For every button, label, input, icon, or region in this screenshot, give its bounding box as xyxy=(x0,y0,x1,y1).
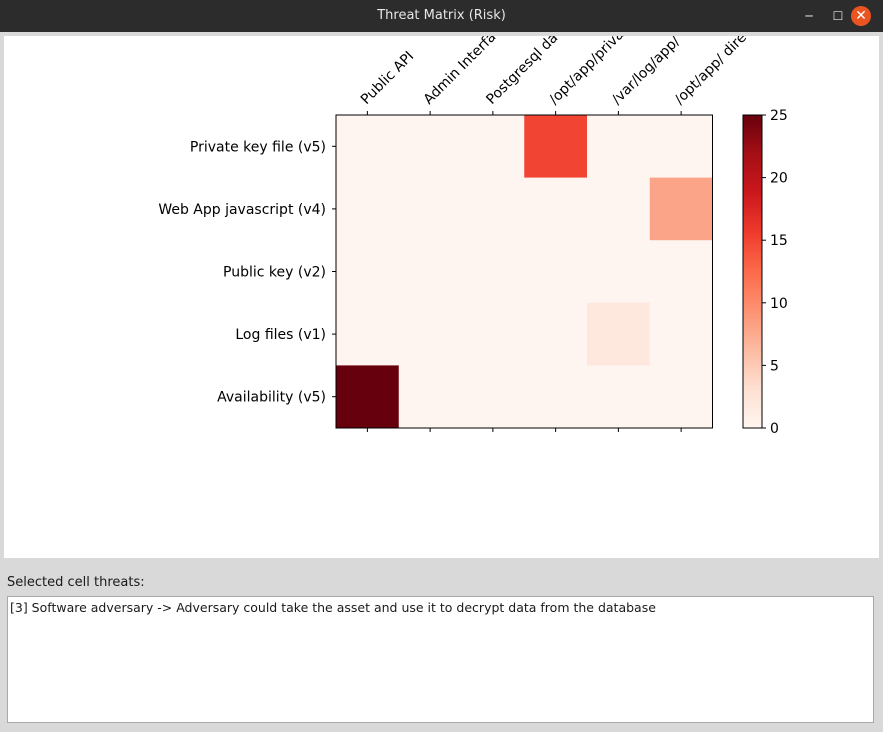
heatmap-cell xyxy=(398,177,462,241)
colorbar-tick-label: 25 xyxy=(770,108,788,124)
colorbar-tick-label: 10 xyxy=(770,296,788,312)
colorbar xyxy=(742,114,763,429)
title-bar: Threat Matrix (Risk) ─ ☐ ✕ xyxy=(0,0,883,32)
heatmap-cell xyxy=(461,177,525,241)
row-label: Private key file (v5) xyxy=(190,139,326,155)
column-label: Public API xyxy=(358,48,417,107)
column-label: /opt/app/ dire xyxy=(672,36,750,108)
heatmap-cell xyxy=(587,177,651,241)
threat-heatmap[interactable]: Private key file (v5) Web App javascript … xyxy=(4,27,879,558)
heatmap-cell xyxy=(336,365,400,429)
heatmap-cell xyxy=(336,115,400,178)
row-label: Log files (v1) xyxy=(235,327,326,343)
heatmap-cell xyxy=(461,302,525,366)
threat-text-area[interactable]: [3] Software adversary -> Adversary coul… xyxy=(7,596,874,723)
heatmap-cell xyxy=(649,365,713,429)
heatmap-cell xyxy=(398,365,462,429)
heatmap-cell xyxy=(649,240,713,304)
heatmap-cell xyxy=(587,302,651,366)
heatmap-cell xyxy=(649,302,713,366)
heatmap-cell xyxy=(649,177,713,241)
colorbar-tick-label: 20 xyxy=(770,171,788,187)
close-icon[interactable]: ✕ xyxy=(851,6,871,26)
colorbar-tick-label: 5 xyxy=(770,358,779,374)
heatmap-cell xyxy=(524,365,588,429)
heatmap-cell xyxy=(398,115,462,178)
heatmap-cell xyxy=(336,302,400,366)
minimize-icon[interactable]: ─ xyxy=(805,9,813,23)
colorbar-tick-label: 15 xyxy=(770,233,788,249)
heatmap-cell xyxy=(398,302,462,366)
heatmap-cell xyxy=(336,240,400,304)
colorbar-tick-label: 0 xyxy=(770,421,779,437)
heatmap-cell xyxy=(336,177,400,241)
threat-text: [3] Software adversary -> Adversary coul… xyxy=(10,600,656,615)
heatmap-cell xyxy=(649,115,713,178)
plot-panel: Private key file (v5) Web App javascript … xyxy=(4,27,879,558)
selected-cell-label: Selected cell threats: xyxy=(7,575,145,590)
maximize-icon[interactable]: ☐ xyxy=(832,9,844,23)
window-title: Threat Matrix (Risk) xyxy=(377,8,506,23)
heatmap-cell xyxy=(587,240,651,304)
heatmap-cell xyxy=(587,115,651,178)
row-label: Web App javascript (v4) xyxy=(158,202,326,218)
row-label: Public key (v2) xyxy=(223,265,326,281)
heatmap-cell xyxy=(524,115,588,178)
heatmap-cell xyxy=(524,240,588,304)
heatmap-cell xyxy=(524,302,588,366)
heatmap-cell xyxy=(587,365,651,429)
heatmap-cell xyxy=(461,240,525,304)
heatmap-cell xyxy=(398,240,462,304)
row-label: Availability (v5) xyxy=(217,390,326,406)
heatmap-cell xyxy=(524,177,588,241)
heatmap-cell xyxy=(461,365,525,429)
heatmap-cell xyxy=(461,115,525,178)
